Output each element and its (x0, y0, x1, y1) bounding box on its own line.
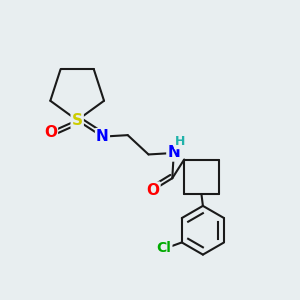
Text: O: O (44, 125, 57, 140)
Text: Cl: Cl (157, 242, 171, 255)
Text: N: N (96, 129, 109, 144)
Text: O: O (146, 183, 160, 198)
Text: H: H (175, 135, 185, 148)
Text: S: S (72, 113, 83, 128)
Text: N: N (167, 146, 180, 160)
